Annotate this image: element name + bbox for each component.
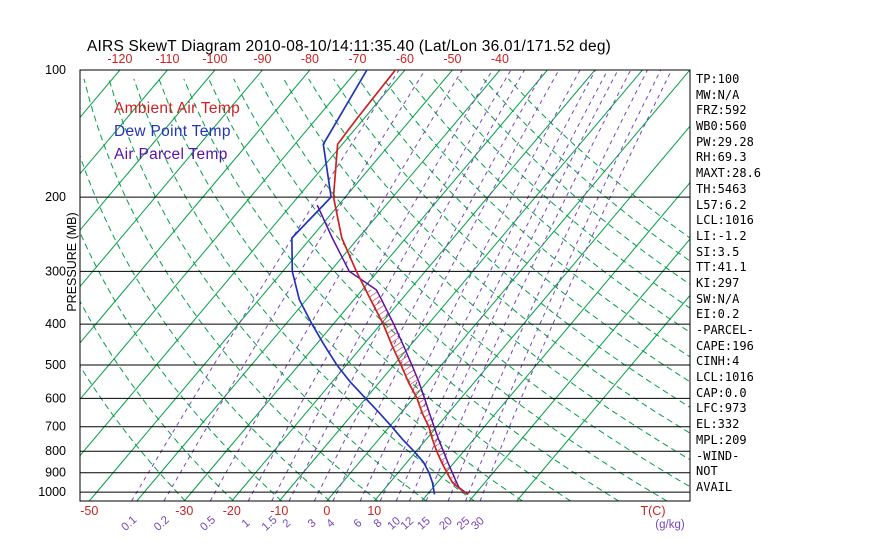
stat-line: SW:N/A bbox=[696, 291, 740, 306]
legend-dew-point-temp: Dew Point Temp bbox=[114, 123, 231, 140]
stat-line: FRZ:592 bbox=[696, 103, 747, 118]
top-temp-tick-label: -50 bbox=[443, 52, 461, 66]
mixing-ratio-label: 3 bbox=[306, 517, 319, 530]
top-temp-tick-label: -60 bbox=[396, 52, 414, 66]
stat-line: TT:41.1 bbox=[696, 260, 747, 275]
mixing-ratio-lines bbox=[131, 70, 673, 501]
mixing-ratio-label: 0.2 bbox=[152, 514, 172, 534]
pressure-tick-label: 800 bbox=[45, 444, 66, 458]
bottom-temp-tick-label: 0 bbox=[323, 504, 330, 518]
x-axis-label: T(C) bbox=[641, 504, 666, 518]
plot-frame bbox=[79, 69, 691, 502]
stat-line: L57:6.2 bbox=[696, 197, 747, 212]
pressure-tick-label: 500 bbox=[45, 358, 66, 372]
legend-air-parcel-temp: Air Parcel Temp bbox=[114, 146, 228, 163]
pressure-tick-label: 1000 bbox=[38, 485, 66, 499]
bottom-temp-tick-label: -10 bbox=[270, 504, 288, 518]
top-temp-tick-label: -110 bbox=[155, 52, 179, 66]
top-temp-tick-label: -90 bbox=[253, 52, 271, 66]
stat-line: MAXT:28.6 bbox=[696, 166, 762, 181]
pressure-tick-label: 900 bbox=[45, 466, 66, 480]
stat-line: WB0:560 bbox=[696, 119, 747, 134]
stat-line: LI:-1.2 bbox=[696, 228, 747, 243]
y-axis-label: PRESSURE (MB) bbox=[65, 212, 79, 311]
stat-line: RH:69.3 bbox=[696, 150, 747, 165]
pressure-tick-label: 700 bbox=[45, 420, 66, 434]
mixing-ratio-label: 30 bbox=[469, 515, 487, 532]
dew-point-curve bbox=[291, 70, 436, 495]
ambient-temp-curve bbox=[332, 70, 469, 496]
top-temp-tick-label: -80 bbox=[301, 52, 319, 66]
stat-line: AVAIL bbox=[696, 479, 733, 494]
stat-line: NOT bbox=[696, 464, 718, 479]
top-temp-tick-label: -100 bbox=[202, 52, 227, 66]
mixing-ratio-unit-label: (g/kg) bbox=[655, 519, 685, 531]
stat-line: CAPE:196 bbox=[696, 338, 754, 353]
top-temp-tick-label: -70 bbox=[348, 52, 366, 66]
mixing-ratio-label: 15 bbox=[415, 515, 433, 532]
pressure-tick-label: 400 bbox=[45, 317, 66, 331]
background-grid bbox=[80, 70, 690, 501]
mixing-ratio-label: 0.1 bbox=[120, 514, 140, 534]
mixing-ratio-label: 1 bbox=[240, 517, 253, 530]
stat-line: EL:332 bbox=[696, 417, 740, 432]
stat-line: SI:3.5 bbox=[696, 244, 740, 259]
top-temp-tick-label: -40 bbox=[491, 52, 509, 66]
pressure-tick-label: 600 bbox=[45, 391, 66, 405]
mixing-ratio-label: 8 bbox=[372, 517, 385, 530]
chart-title: AIRS SkewT Diagram 2010-08-10/14:11:35.4… bbox=[87, 38, 612, 55]
bottom-temp-tick-label: 10 bbox=[367, 504, 381, 518]
stat-line: CINH:4 bbox=[696, 354, 740, 369]
stat-line: EI:0.2 bbox=[696, 307, 740, 322]
stat-line: MPL:209 bbox=[696, 432, 747, 447]
stats-panel: TP:100 MW:N/A FRZ:592 WB0:560 PW:29.28 RH:69.… bbox=[696, 72, 761, 496]
mixing-ratio-label: 6 bbox=[352, 517, 365, 530]
mixing-ratio-label: 2 bbox=[281, 517, 294, 530]
bottom-temp-tick-label: -30 bbox=[175, 504, 193, 518]
stat-line: PW:29.28 bbox=[696, 134, 754, 149]
stat-line: LFC:973 bbox=[696, 401, 747, 416]
bottom-temp-tick-label: -20 bbox=[223, 504, 241, 518]
bottom-temp-tick-label: -50 bbox=[80, 504, 98, 518]
stat-line: LCL:1016 bbox=[696, 370, 754, 385]
parcel-temp-curve bbox=[316, 204, 469, 496]
top-temp-tick-label: -120 bbox=[107, 52, 132, 66]
mixing-ratio-label: 20 bbox=[437, 515, 455, 532]
stat-line: MW:N/A bbox=[696, 87, 740, 102]
pressure-tick-label: 100 bbox=[45, 63, 66, 77]
stat-line: TH:5463 bbox=[696, 181, 747, 196]
stat-line: TP:100 bbox=[696, 72, 740, 86]
stat-line: -PARCEL- bbox=[696, 323, 754, 337]
pressure-tick-label: 300 bbox=[45, 264, 66, 278]
legend: Ambient Air Temp Dew Point Temp Air Parc… bbox=[114, 97, 240, 166]
mixing-ratio-label: 0.5 bbox=[198, 514, 218, 534]
stat-line: KI:297 bbox=[696, 275, 740, 290]
stat-line: -WIND- bbox=[696, 448, 740, 463]
mixing-ratio-label: 12 bbox=[399, 515, 417, 532]
pressure-tick-label: 200 bbox=[45, 190, 66, 204]
stat-line: LCL:1016 bbox=[696, 213, 754, 228]
stat-line: CAP:0.0 bbox=[696, 385, 747, 400]
legend-ambient-air-temp: Ambient Air Temp bbox=[114, 100, 240, 117]
mixing-ratio-label: 4 bbox=[324, 517, 337, 531]
